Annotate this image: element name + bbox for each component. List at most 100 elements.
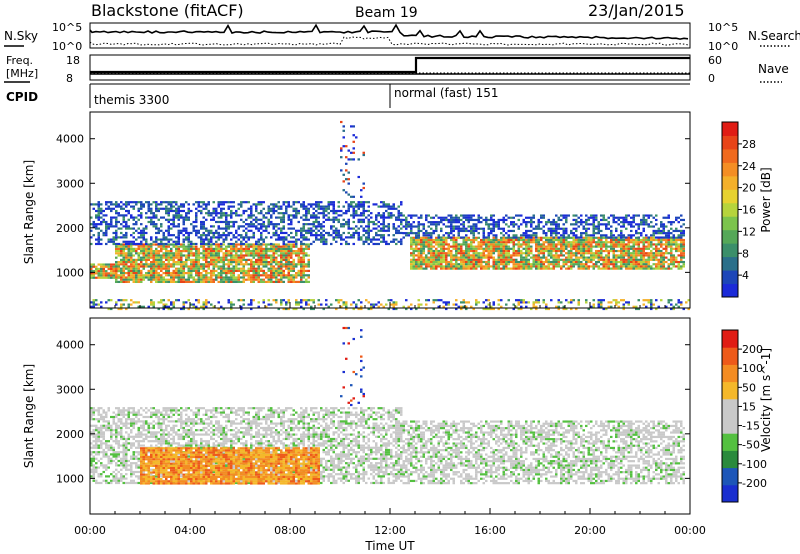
heat-cell	[660, 252, 663, 255]
heat-cell	[287, 265, 290, 268]
heat-cell	[217, 261, 220, 264]
heat-cell	[545, 236, 548, 239]
heat-cell	[127, 247, 130, 251]
heat-cell	[627, 245, 630, 248]
heat-cell	[135, 201, 138, 204]
heat-cell	[342, 231, 345, 235]
heat-cell	[680, 238, 683, 242]
heat-cell	[570, 241, 573, 244]
heat-cell	[565, 263, 568, 266]
heat-cell	[312, 229, 315, 232]
heat-cell	[385, 216, 388, 219]
heat-cell	[345, 178, 348, 181]
heat-cell	[220, 250, 223, 253]
heat-cell	[442, 236, 445, 239]
heat-cell	[360, 218, 363, 221]
heat-cell	[122, 243, 125, 246]
heat-cell	[297, 280, 300, 284]
heat-cell	[202, 256, 205, 259]
heat-cell	[122, 220, 125, 224]
heat-cell	[502, 227, 505, 230]
heat-cell	[260, 250, 263, 253]
heat-cell	[255, 227, 258, 230]
heat-cell	[150, 220, 153, 224]
heat-cell	[602, 241, 605, 244]
heat-cell	[507, 249, 510, 253]
heat-cell	[292, 214, 295, 217]
heat-cell	[377, 225, 380, 228]
heat-cell	[392, 205, 395, 208]
heat-cell	[195, 256, 198, 259]
heat-cell	[630, 265, 633, 268]
heat-cell	[480, 254, 483, 257]
heat-cell	[187, 245, 190, 248]
heat-cell	[310, 242, 313, 246]
heat-cell	[607, 223, 610, 226]
heat-cell	[552, 260, 555, 264]
heat-cell	[95, 272, 98, 275]
heat-cell	[592, 232, 595, 235]
heat-cell	[247, 267, 250, 270]
heat-cell	[617, 234, 620, 237]
heat-cell	[145, 242, 148, 246]
heat-cell	[610, 245, 613, 248]
heat-cell	[102, 274, 105, 277]
freq-label-line2: [MHz]	[6, 67, 38, 80]
heat-cell	[535, 232, 538, 235]
heat-cell	[582, 267, 585, 270]
heat-cell	[320, 223, 323, 226]
heat-cell	[572, 254, 575, 257]
heat-cell	[300, 205, 303, 208]
heat-cell	[445, 218, 448, 222]
heat-cell	[520, 245, 523, 248]
heat-cell	[525, 238, 528, 242]
heat-cell	[432, 307, 435, 311]
heat-cell	[160, 242, 163, 246]
heat-cell	[647, 260, 650, 264]
heat-cell	[602, 234, 605, 237]
heat-cell	[560, 301, 563, 304]
heat-cell	[615, 260, 618, 264]
heat-cell	[670, 247, 673, 250]
heat-cell	[415, 260, 418, 264]
heat-cell	[315, 203, 318, 206]
heat-cell	[290, 250, 293, 253]
heat-cell	[562, 263, 565, 266]
heat-cell	[315, 238, 318, 241]
heat-cell	[497, 256, 500, 259]
heat-cell	[432, 301, 435, 304]
heat-cell	[432, 258, 435, 261]
heat-cell	[380, 240, 383, 243]
heat-cell	[477, 216, 480, 219]
heat-cell	[460, 252, 463, 255]
heat-cell	[590, 238, 593, 242]
heat-cell	[177, 245, 180, 248]
heat-cell	[430, 265, 433, 268]
heat-cell	[677, 260, 680, 264]
heat-cell	[415, 238, 418, 242]
heat-cell	[255, 207, 258, 210]
heat-cell	[210, 218, 213, 221]
heat-cell	[225, 252, 228, 255]
heat-cell	[467, 236, 470, 239]
heat-cell	[242, 269, 245, 273]
heat-cell	[575, 227, 578, 230]
heat-cell	[217, 274, 220, 277]
heat-cell	[155, 250, 158, 253]
heat-cell	[232, 267, 235, 270]
heat-cell	[650, 214, 653, 217]
heat-cell	[532, 227, 535, 230]
heat-cell	[627, 238, 630, 242]
heat-cell	[277, 238, 280, 241]
heat-cell	[162, 276, 165, 279]
heat-cell	[300, 227, 303, 230]
heat-cell	[552, 247, 555, 250]
heat-cell	[607, 252, 610, 255]
heat-cell	[400, 238, 403, 241]
heat-cell	[537, 221, 540, 224]
heat-cell	[670, 245, 673, 248]
heat-cell	[462, 256, 465, 259]
heat-cell	[495, 223, 498, 226]
heat-cell	[230, 216, 233, 219]
heat-cell	[242, 250, 245, 253]
